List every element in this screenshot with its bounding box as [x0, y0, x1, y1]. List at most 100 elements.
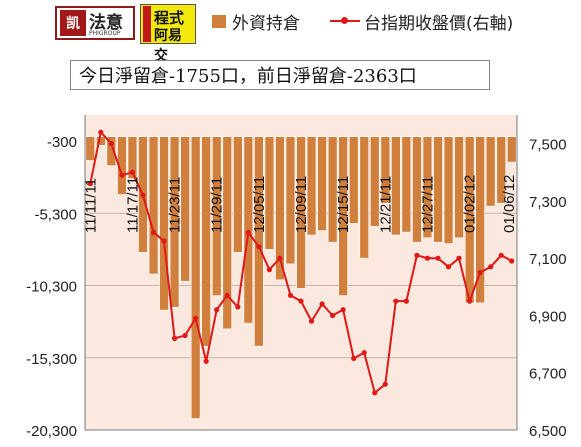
brand-name: 法意 — [89, 12, 123, 33]
price-point — [172, 335, 178, 341]
program-logo-stripe — [143, 6, 151, 42]
price-point — [108, 141, 114, 147]
bar — [369, 136, 380, 227]
bar — [475, 136, 485, 304]
bar — [148, 136, 159, 275]
bar-swatch-icon — [212, 14, 226, 28]
header: 凯 法意 PHIGROUP 程式 阿易交 外資持倉 台指期收盤價(右軸) — [0, 0, 581, 64]
price-point — [414, 252, 420, 258]
bar — [506, 136, 517, 163]
bar — [412, 136, 422, 243]
headline-box: 今日淨留倉-1755口，前日淨留倉-2363口 — [70, 60, 490, 90]
price-point — [119, 172, 125, 178]
x-tick-label: 12/05/11 — [251, 176, 268, 233]
y-right-tick-label: 7,300 — [529, 194, 567, 211]
x-tick-label: 12/15/11 — [335, 176, 352, 233]
price-point — [266, 267, 272, 273]
price-point — [150, 229, 157, 235]
price-point — [277, 255, 283, 261]
bar — [222, 136, 233, 330]
x-tick-label: 12/27/11 — [419, 176, 436, 233]
price-point — [403, 298, 409, 304]
line-marker-icon — [330, 14, 360, 28]
legend-line: 台指期收盤價(右軸) — [330, 10, 514, 34]
legend-bars-label: 外資持倉 — [232, 13, 300, 34]
bar — [180, 136, 190, 282]
price-point — [98, 129, 104, 135]
bar — [327, 136, 338, 243]
price-point — [140, 192, 146, 198]
bar — [212, 136, 222, 296]
x-tick-label: 12/21/11 — [377, 176, 394, 233]
price-point — [193, 315, 199, 321]
price-point — [467, 298, 473, 304]
price-point — [245, 229, 251, 235]
y-right-tick-label: 6,700 — [529, 366, 567, 383]
y-left-tick-label: -300 — [47, 134, 77, 151]
brand-mark-icon: 凯 — [60, 10, 86, 36]
price-point — [319, 301, 325, 307]
bar — [201, 136, 211, 347]
x-tick-label: 11/29/11 — [209, 177, 226, 233]
price-point — [435, 255, 441, 261]
x-tick-label: 01/06/12 — [501, 175, 518, 233]
bar — [264, 136, 275, 250]
bar — [117, 136, 127, 195]
bar — [317, 136, 327, 231]
price-point — [214, 307, 220, 313]
price-point — [456, 255, 462, 261]
bar — [348, 136, 359, 224]
bar — [159, 136, 169, 311]
x-tick-label: 12/09/11 — [293, 176, 310, 233]
bar — [233, 136, 243, 253]
y-left-tick-label: -20,300 — [26, 423, 77, 440]
price-point — [182, 332, 188, 339]
price-point — [498, 252, 504, 258]
bar — [306, 136, 317, 236]
price-point — [477, 269, 483, 276]
price-point — [161, 238, 167, 244]
legend-bars: 外資持倉 — [212, 10, 300, 34]
price-point — [224, 292, 230, 298]
bar — [401, 136, 412, 233]
y-right-tick-label: 7,500 — [529, 137, 567, 154]
price-point — [424, 255, 430, 261]
bar — [127, 136, 138, 179]
bar — [422, 136, 433, 239]
bar — [391, 136, 401, 236]
bar — [296, 136, 306, 289]
price-point — [340, 307, 346, 313]
price-point — [351, 355, 357, 361]
y-left-tick-label: -5,300 — [34, 206, 77, 223]
x-tick-label: 11/23/11 — [167, 177, 184, 233]
price-point — [330, 312, 336, 319]
price-point — [235, 304, 241, 310]
bar — [485, 136, 496, 207]
price-point — [129, 169, 135, 175]
bar — [338, 136, 348, 296]
bar — [85, 136, 96, 161]
brand-subtitle: PHIGROUP — [89, 30, 121, 37]
price-point — [298, 298, 304, 304]
bar — [433, 136, 443, 243]
bar — [169, 136, 180, 308]
price-point — [509, 258, 515, 264]
bar — [106, 136, 117, 166]
headline-text: 今日淨留倉-1755口，前日淨留倉-2363口 — [79, 66, 417, 87]
bar — [285, 136, 296, 265]
legend-line-label: 台指期收盤價(右軸) — [364, 13, 514, 34]
bar — [275, 136, 285, 281]
price-point — [393, 298, 399, 304]
y-left-tick-label: -15,300 — [26, 351, 77, 368]
bar — [443, 136, 454, 244]
program-logo-line1: 程式 — [154, 9, 185, 27]
x-tick-label: 01/02/12 — [462, 175, 479, 233]
y-right-tick-label: 7,100 — [529, 251, 567, 268]
price-point — [287, 292, 294, 298]
bar — [380, 136, 391, 204]
bar — [496, 136, 506, 204]
x-tick-label: 11/11/11 — [82, 178, 99, 233]
price-point — [445, 264, 452, 270]
y-left-tick-label: -10,300 — [26, 279, 77, 296]
